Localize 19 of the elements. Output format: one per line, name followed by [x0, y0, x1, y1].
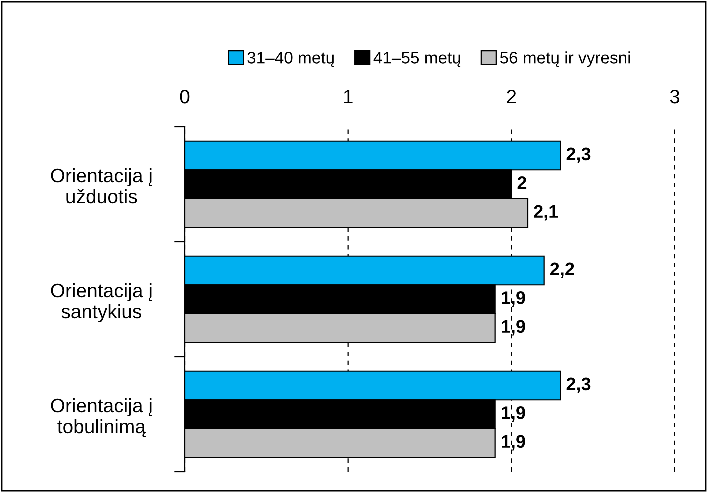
- legend-label: 31–40 metų: [248, 52, 334, 68]
- data-label: 1,9: [502, 406, 526, 422]
- data-label: 1,9: [502, 292, 526, 307]
- legend-label: 56 metų ir vyresni: [500, 52, 630, 68]
- y-tick-label: Orientacija į užduotis: [51, 168, 152, 204]
- x-tick-label: 2: [507, 90, 516, 104]
- data-label: 1,9: [502, 435, 526, 451]
- x-tick-label: 1: [344, 90, 353, 104]
- data-label: 2,3: [566, 378, 591, 394]
- legend-label: 41–55 metų: [374, 52, 461, 68]
- y-tick-label: Orientacija į santykius: [51, 283, 152, 322]
- data-label: 2,1: [534, 205, 558, 221]
- data-label: 2,2: [550, 262, 574, 278]
- data-label: 1,9: [502, 320, 526, 336]
- x-tick-label: 0: [180, 90, 190, 104]
- data-label: 2,3: [566, 148, 591, 164]
- data-label: 2: [518, 176, 527, 190]
- y-tick-label: Orientacija į tobulinimą: [51, 398, 152, 438]
- x-tick-label: 3: [670, 90, 680, 104]
